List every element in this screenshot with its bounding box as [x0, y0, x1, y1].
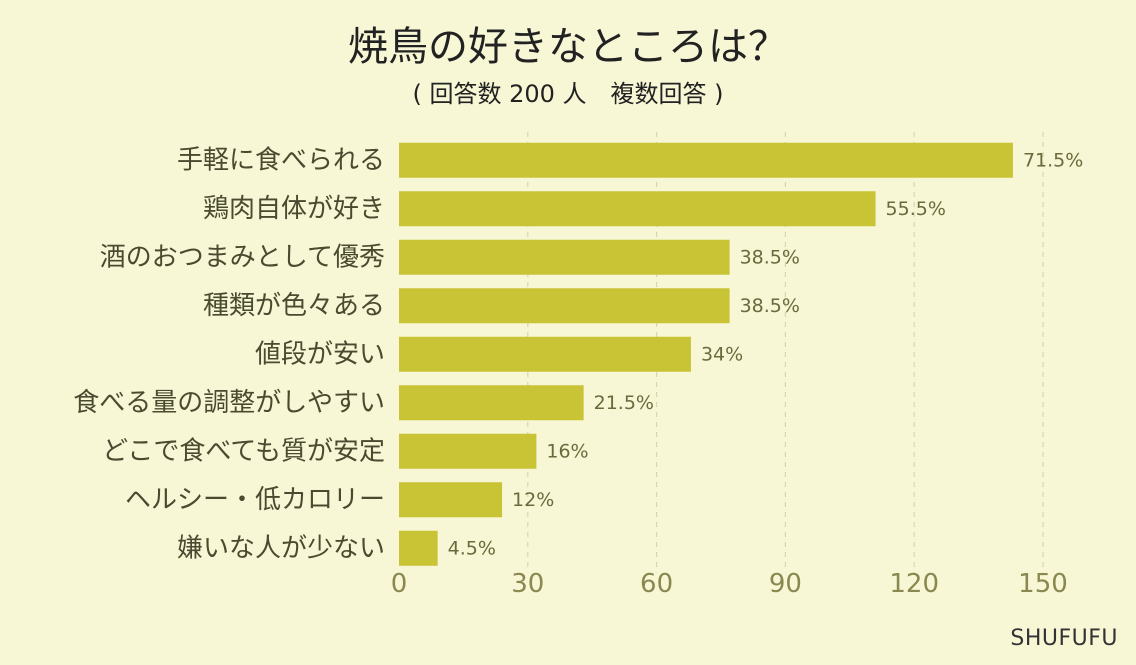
x-tick-label: 30 — [511, 569, 544, 599]
category-label: 酒のおつまみとして優秀 — [100, 242, 385, 272]
bar — [399, 191, 876, 227]
value-label: 55.5% — [886, 198, 946, 220]
bar — [399, 530, 438, 566]
x-tick-label: 60 — [640, 569, 673, 599]
bar — [399, 288, 730, 324]
category-label: 種類が色々ある — [203, 291, 385, 321]
bar — [399, 482, 503, 518]
bar — [399, 336, 691, 372]
value-label: 38.5% — [740, 295, 800, 317]
value-label: 38.5% — [740, 246, 800, 268]
value-label: 34% — [701, 343, 743, 365]
x-tick-label: 90 — [769, 569, 802, 599]
value-label: 12% — [512, 489, 554, 511]
value-label: 21.5% — [594, 392, 654, 414]
category-label: 嫌いな人が少ない — [177, 533, 385, 563]
value-label: 16% — [546, 440, 588, 462]
category-label: 値段が安い — [255, 339, 385, 369]
bar — [399, 239, 730, 275]
bar — [399, 433, 537, 469]
x-tick-label: 120 — [889, 569, 939, 599]
bar — [399, 385, 584, 421]
x-tick-label: 150 — [1018, 569, 1068, 599]
value-label: 4.5% — [448, 537, 496, 559]
credit-logo: SHUFUFU — [1010, 626, 1118, 651]
x-tick-label: 0 — [391, 569, 408, 599]
category-label: 手軽に食べられる — [177, 145, 385, 175]
chart-subtitle: ( 回答数 200 人 複数回答 ) — [412, 80, 724, 108]
category-label: どこで食べても質が安定 — [102, 436, 385, 466]
bar — [399, 142, 1013, 178]
category-label: 食べる量の調整がしやすい — [73, 388, 385, 418]
chart-title: 焼鳥の好きなところは？ — [348, 24, 788, 70]
category-label: 鶏肉自体が好き — [203, 194, 385, 224]
category-label: ヘルシー・低カロリー — [125, 485, 385, 515]
value-label: 71.5% — [1023, 149, 1083, 171]
